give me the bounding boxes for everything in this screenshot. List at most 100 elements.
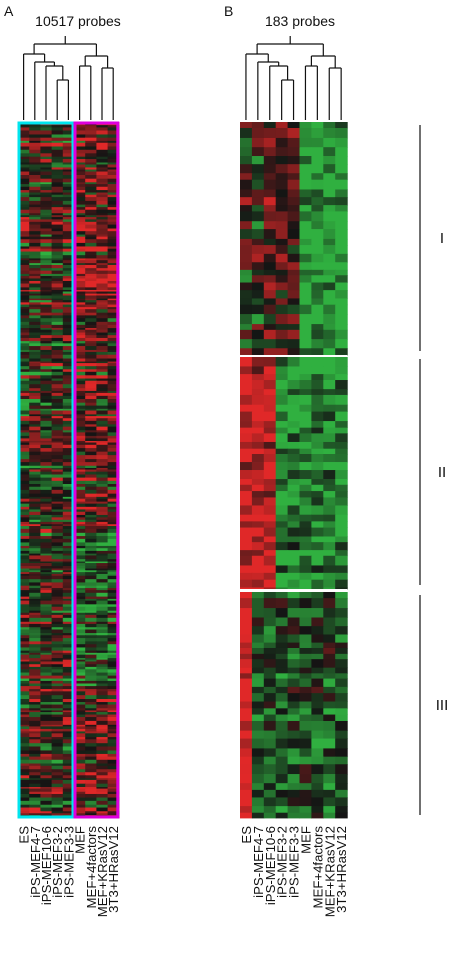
heatmap-a-cell [74,451,86,456]
heatmap-b-cell [251,179,265,190]
heatmap-a-cell [62,186,75,191]
heatmap-a-cell [29,585,41,589]
heatmap-a-cell [18,268,30,272]
heatmap-b-cell [263,536,277,543]
heatmap-a-cell [62,610,75,614]
heatmap-a-cell [107,610,120,614]
heatmap-a-cell [51,255,64,259]
heatmap-a-cell [18,309,30,314]
heatmap-b-cell [311,756,324,765]
heatmap-a-cell [74,162,86,165]
heatmap-b-cell [335,514,348,522]
heatmap-a-cell [18,519,30,523]
heatmap-b-cell [335,634,348,644]
heatmap-a-cell [85,414,97,417]
heatmap-a-cell [74,335,86,339]
heatmap-a-cell [62,346,75,351]
heatmap-b-cell [251,245,265,255]
heatmap-a-cell [40,197,53,202]
heatmap-a-cell [85,442,97,446]
heatmap-a-cell [107,388,120,392]
heatmap-b-cell [275,608,289,618]
heatmap-a-cell [18,702,30,705]
heatmap-a-cell [96,354,109,359]
heatmap-a-cell [107,641,120,645]
heatmap-a-cell [51,200,64,205]
heatmap-a-cell [74,550,86,555]
heatmap-a-cell [74,146,86,151]
heatmap-a-cell [74,617,86,623]
heatmap-a-cell [51,614,64,619]
heatmap-a-cell [40,610,53,614]
heatmap-a-cell [85,750,97,755]
heatmap-a-cell [96,219,109,223]
heatmap-a-cell [29,324,41,329]
heatmap-a-cell [85,392,97,397]
heatmap-a-cell [107,536,120,540]
heatmap-a-cell [62,369,75,373]
heatmap-a-cell [96,666,109,670]
heatmap-b-cell [311,298,324,306]
heatmap-a-cell [51,448,64,453]
heatmap-a-cell [107,402,120,407]
heatmap-a-cell [85,354,97,359]
heatmap-a-cell [96,426,109,431]
heatmap-a-cell [96,496,109,500]
heatmap-a-cell [18,720,30,726]
heatmap-b-cell [287,667,301,674]
heatmap-a-cell [74,315,86,319]
heatmap-a-cell [107,521,120,525]
heatmap-a-cell [96,276,109,279]
heatmap-a-cell [96,532,109,537]
heatmap-b-cell [287,324,301,331]
heatmap-b-cell [275,290,289,299]
heatmap-b-cell [287,275,301,283]
heatmap-a-cell [51,361,64,364]
heatmap-b-cell [287,433,301,443]
heatmap-a-cell [85,276,97,279]
heatmap-a-cell [96,142,109,147]
heatmap-a-cell [40,737,53,740]
heatmap-b-cell [287,441,301,450]
heatmap-a-cell [62,590,75,594]
heatmap-b-cell [240,380,253,390]
heatmap-a-cell [18,604,30,608]
heatmap-a-cell [62,514,75,518]
heatmap-a-cell [62,612,75,616]
heatmap-b-cell [299,366,312,375]
heatmap-a-cell [29,159,41,163]
heatmap-b-cell [251,521,265,528]
heatmap-b-cell [311,269,324,276]
heatmap-b-cell [263,329,277,340]
heatmap-b-cell [263,484,277,492]
heatmap-a-cell [107,598,120,602]
heatmap-b-cell [240,441,253,450]
heatmap-a-cell [96,498,109,503]
heatmap-b-cell [287,730,301,739]
heatmap-a-cell [74,258,86,261]
heatmap-a-cell [18,590,30,594]
heatmap-a-cell [62,273,75,277]
heatmap-a-cell [62,669,75,673]
heatmap-b-cell [287,505,301,516]
heatmap-a-cell [96,246,109,250]
heatmap-a-cell [51,501,64,505]
heatmap-b-cell [299,659,312,669]
heatmap-a-cell [29,654,41,659]
heatmap-a-cell [29,430,41,433]
heatmap-b-cell [240,521,253,528]
heatmap-a-cell [107,519,120,523]
heatmap-a-cell [62,559,75,562]
heatmap-a-cell [51,130,64,135]
heatmap-a-cell [29,268,41,272]
heatmap-b-cell [335,245,348,255]
heatmap-b-cell [251,587,265,590]
heatmap-a-cell [18,606,30,612]
heatmap-a-cell [40,575,53,580]
heatmap-a-cell [74,623,86,628]
heatmap-a-cell [96,298,109,301]
heatmap-a-cell [51,506,64,510]
heatmap-b-cell [299,598,312,609]
heatmap-a-cell [85,708,97,711]
heatmap-a-cell [51,772,64,776]
